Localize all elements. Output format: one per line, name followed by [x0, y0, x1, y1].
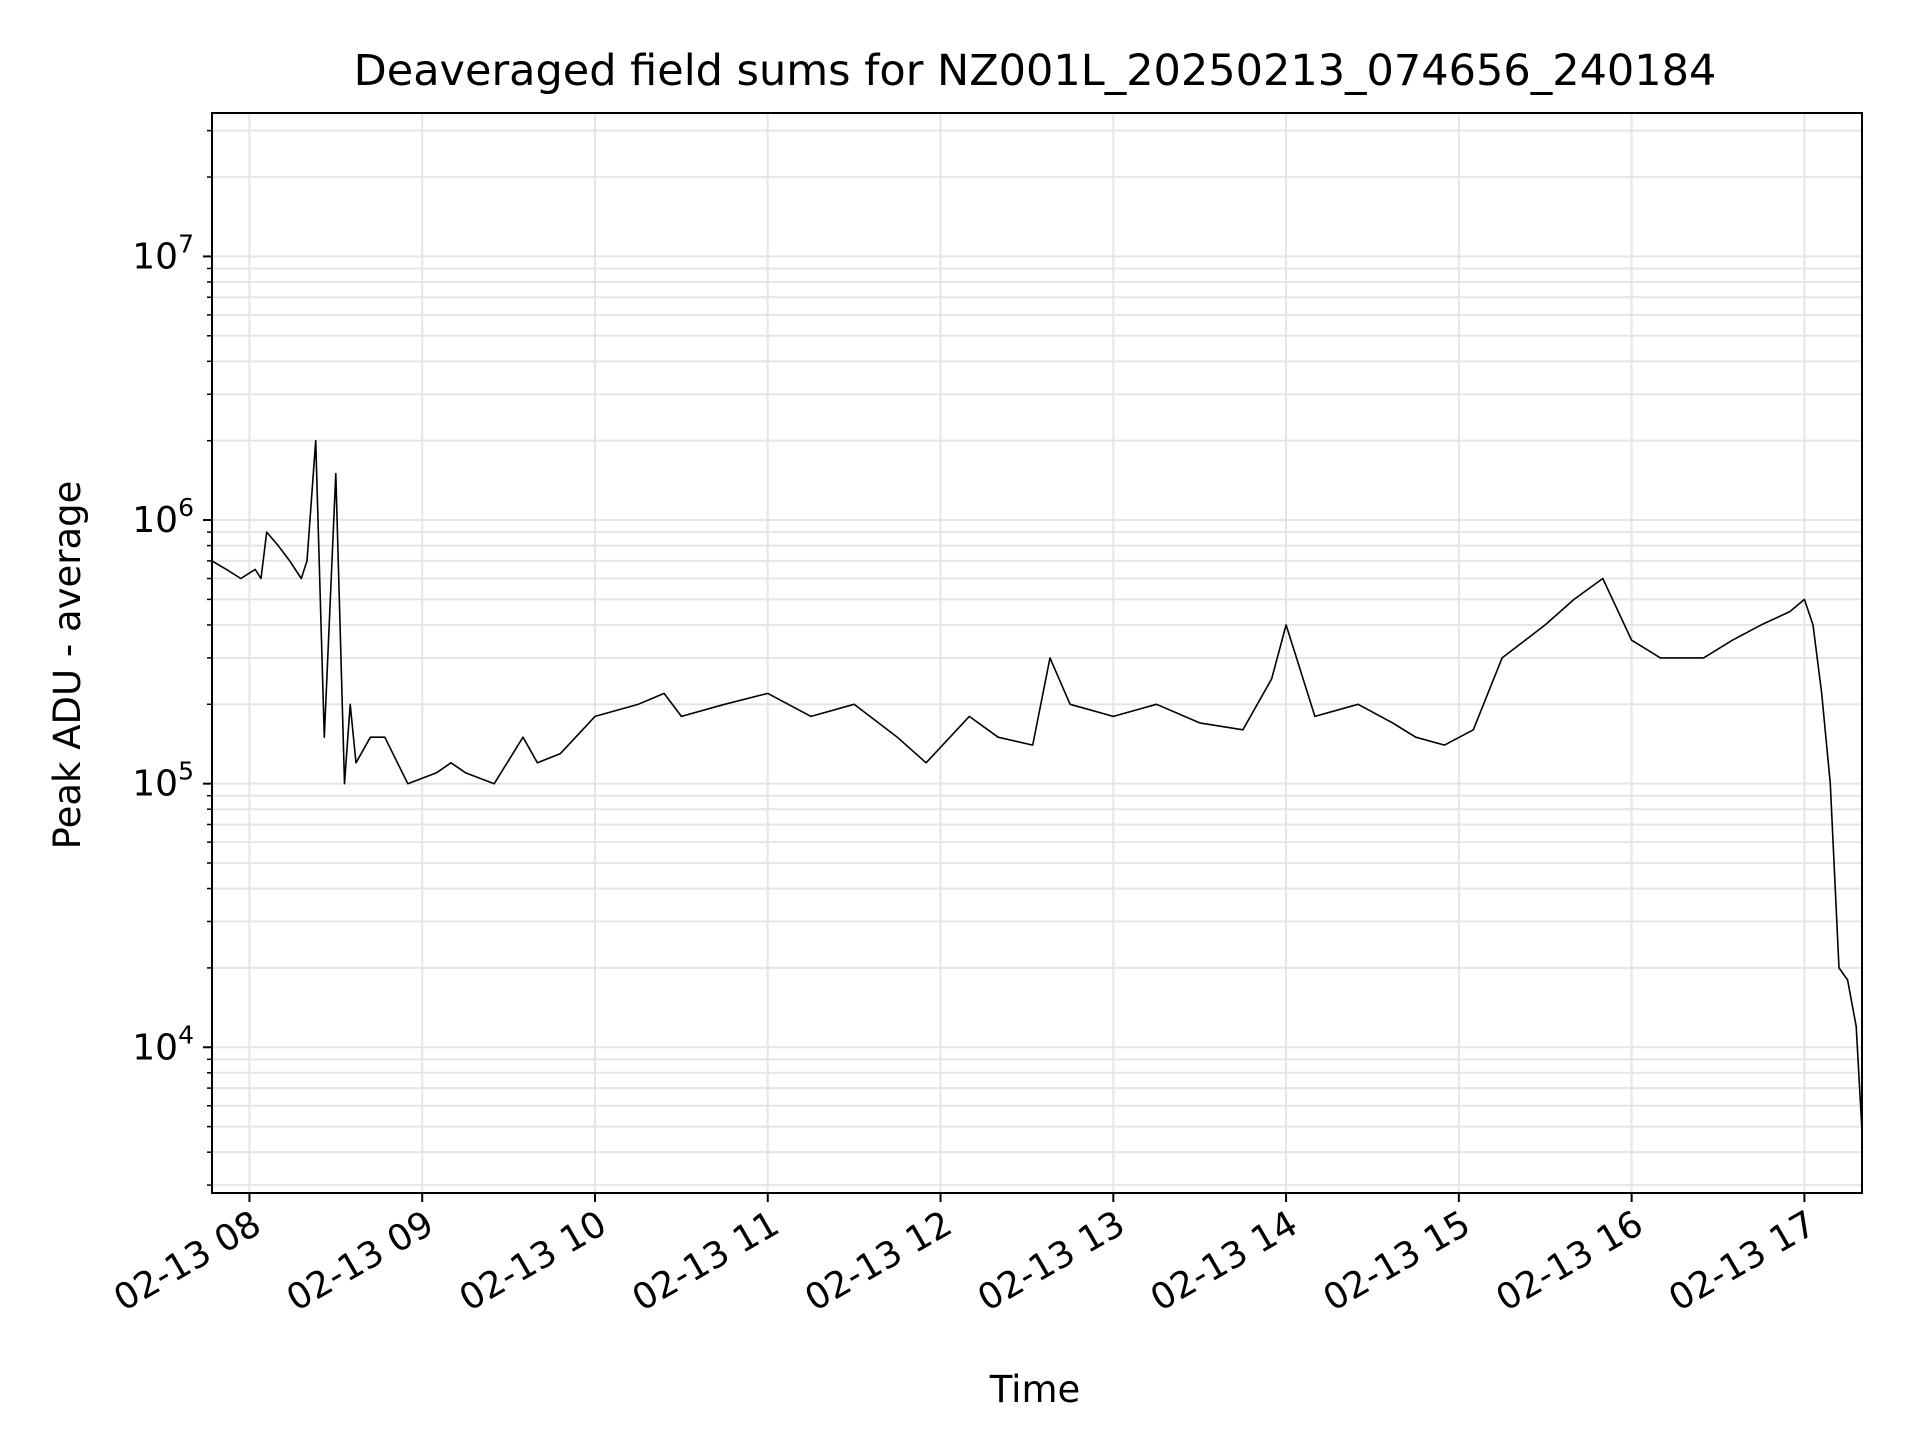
y-tick-base: 10: [132, 764, 178, 805]
y-tick-base: 10: [132, 1027, 178, 1068]
y-tick-exponent: 4: [178, 1020, 194, 1049]
series-path: [211, 439, 1863, 1132]
y-tick-exponent: 6: [178, 493, 194, 522]
grid: [212, 113, 1862, 1193]
series-line: [211, 439, 1863, 1132]
y-tick-exponent: 5: [178, 757, 194, 786]
x-axis-label: Time: [989, 1368, 1081, 1411]
plot-frame: [211, 112, 1863, 1194]
chart-title: Deaveraged field sums for NZ001L_2025021…: [354, 46, 1717, 96]
y-tick-exponent: 7: [178, 229, 194, 258]
y-tick-base: 10: [132, 236, 178, 277]
y-tick-label: 106: [132, 493, 194, 541]
y-tick-label: 104: [132, 1020, 194, 1068]
y-axis-label: Peak ADU - average: [46, 481, 89, 850]
y-tick-label: 107: [132, 229, 194, 277]
y-tick-label: 105: [132, 757, 194, 805]
y-tick-base: 10: [132, 500, 178, 541]
